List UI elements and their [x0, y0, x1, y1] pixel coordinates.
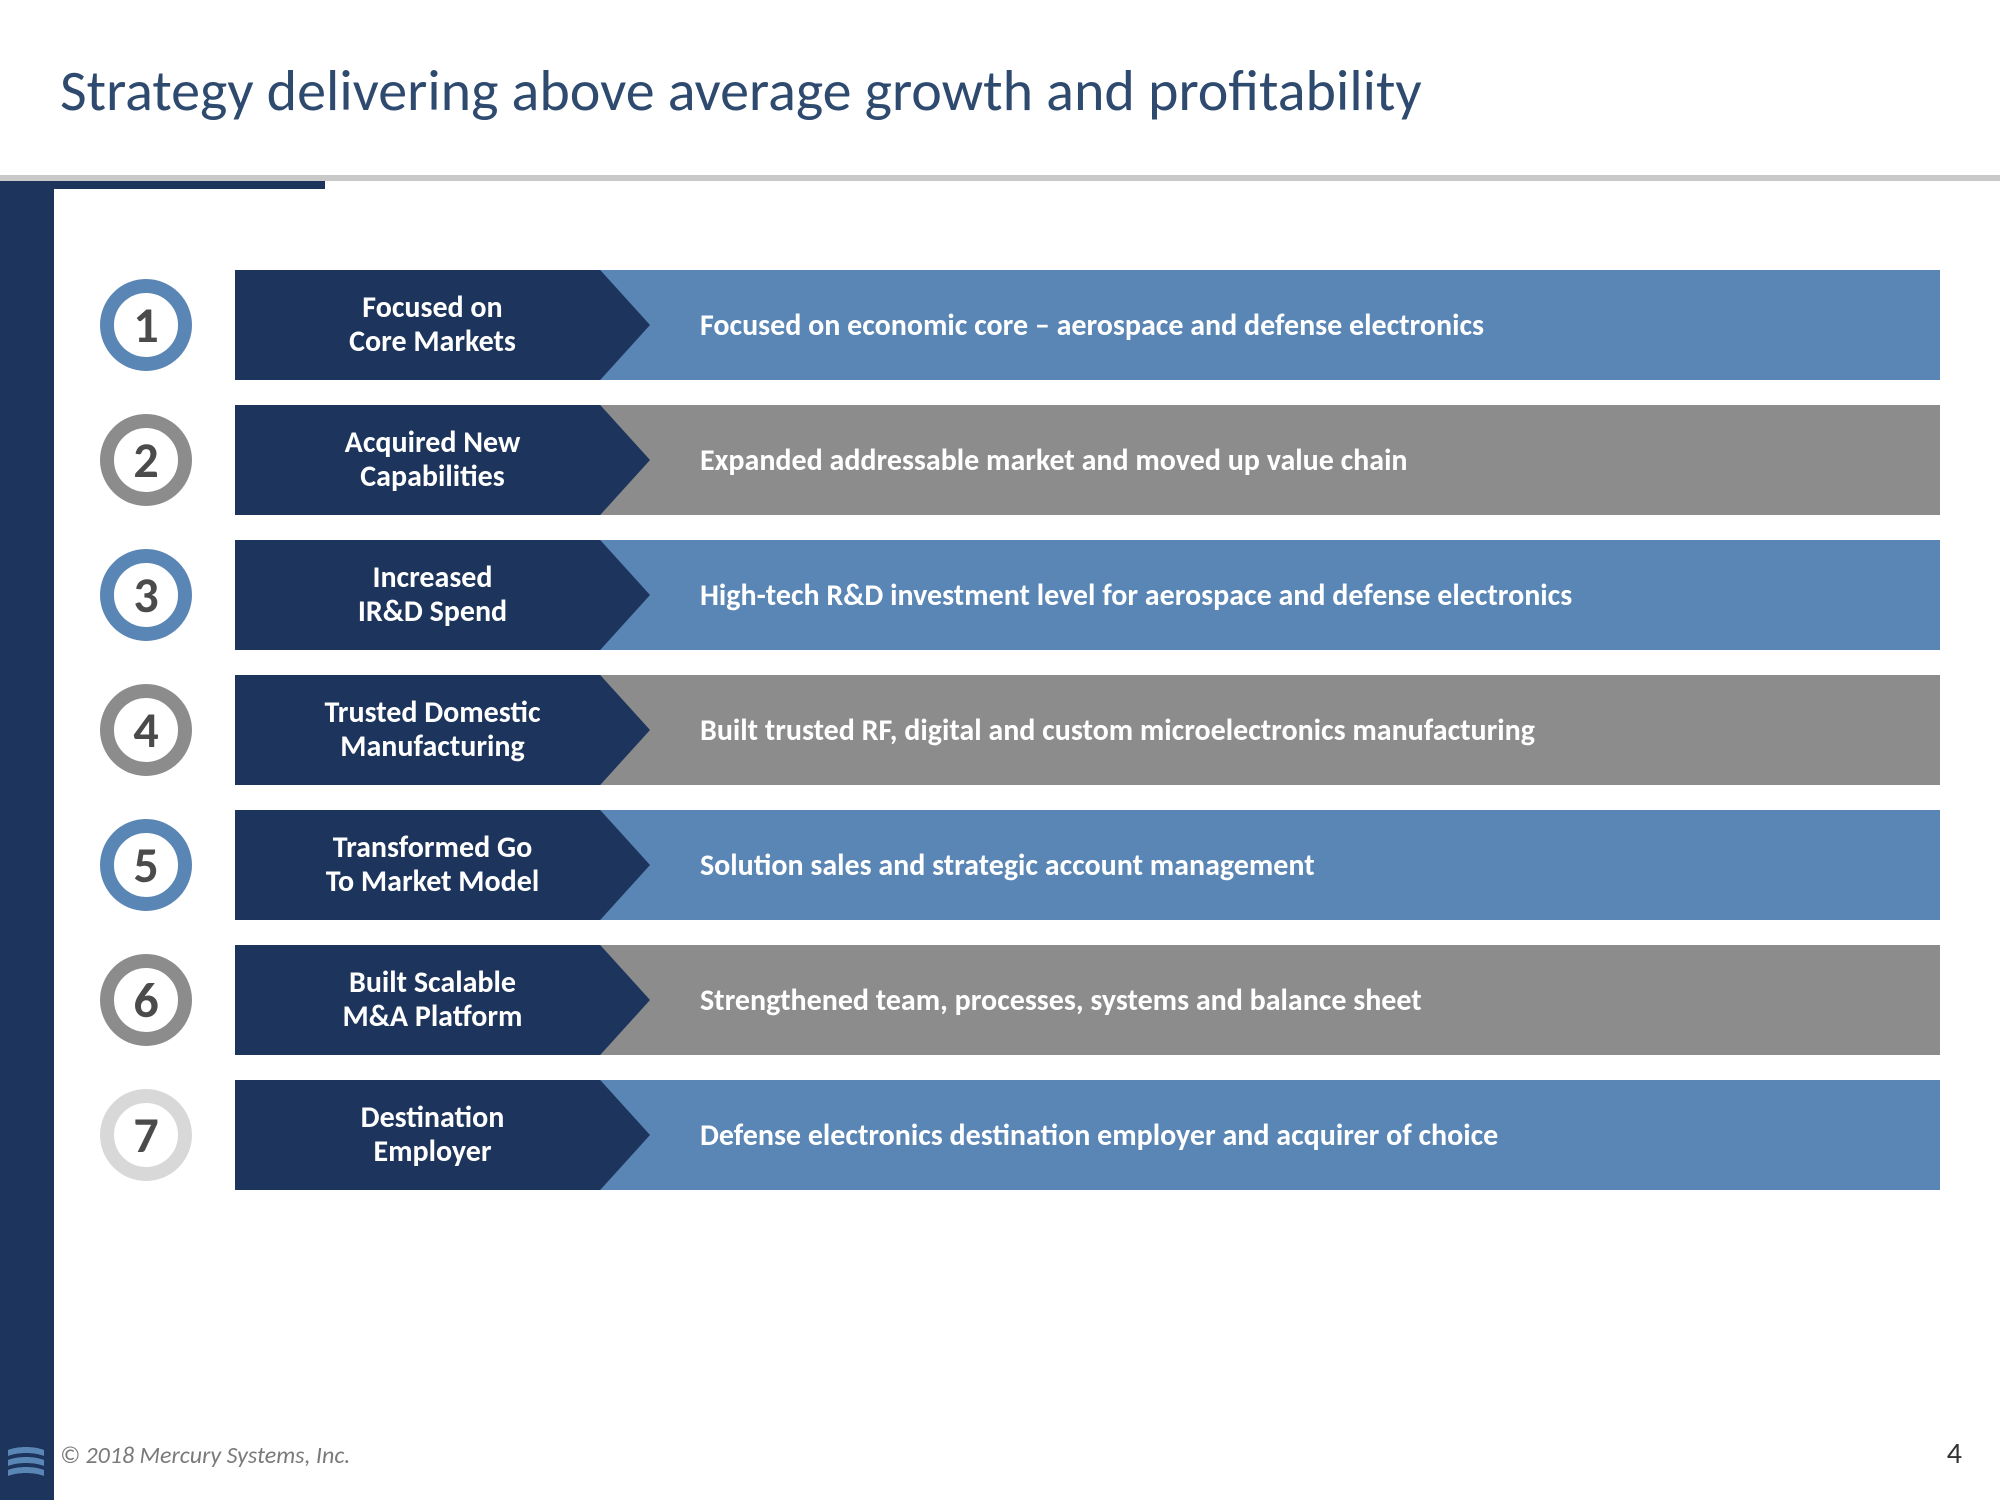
row-head-label: Destination Employer [361, 1101, 505, 1170]
row-arrowhead: Acquired New Capabilities [235, 405, 650, 515]
row-number: 3 [133, 565, 158, 626]
row-body-text: Focused on economic core – aerospace and… [700, 307, 1484, 344]
row-body-text: High-tech R&D investment level for aeros… [700, 577, 1572, 614]
row-number: 1 [133, 295, 158, 356]
row-number: 7 [133, 1105, 158, 1166]
row-head-label: Acquired New Capabilities [345, 426, 521, 495]
row-number-badge: 5 [100, 819, 192, 911]
row-number-badge: 1 [100, 279, 192, 371]
slide: Strategy delivering above average growth… [0, 0, 2000, 1500]
row-head-label: Transformed Go To Market Model [326, 831, 539, 900]
row-number-badge: 7 [100, 1089, 192, 1181]
strategy-row: Defense electronics destination employer… [100, 1080, 1940, 1190]
row-number-badge: 6 [100, 954, 192, 1046]
strategy-row: Built trusted RF, digital and custom mic… [100, 675, 1940, 785]
strategy-list: Focused on economic core – aerospace and… [100, 270, 1940, 1215]
row-number: 2 [133, 430, 158, 491]
row-arrowhead: Transformed Go To Market Model [235, 810, 650, 920]
row-head-label: Trusted Domestic Manufacturing [324, 696, 540, 765]
row-number-badge: 2 [100, 414, 192, 506]
strategy-row: High-tech R&D investment level for aeros… [100, 540, 1940, 650]
logo-icon [6, 1442, 46, 1482]
row-head-label: Increased IR&D Spend [358, 561, 507, 630]
side-strip [0, 189, 54, 1500]
row-number: 5 [133, 835, 158, 896]
page-title: Strategy delivering above average growth… [60, 55, 1422, 126]
row-arrowhead: Increased IR&D Spend [235, 540, 650, 650]
row-body-text: Built trusted RF, digital and custom mic… [700, 712, 1535, 749]
row-arrowhead: Focused on Core Markets [235, 270, 650, 380]
row-number: 4 [133, 700, 158, 761]
divider-blue [0, 181, 325, 189]
row-arrowhead: Destination Employer [235, 1080, 650, 1190]
row-arrowhead: Built Scalable M&A Platform [235, 945, 650, 1055]
strategy-row: Expanded addressable market and moved up… [100, 405, 1940, 515]
row-number-badge: 4 [100, 684, 192, 776]
strategy-row: Strengthened team, processes, systems an… [100, 945, 1940, 1055]
row-number: 6 [133, 970, 158, 1031]
copyright: © 2018 Mercury Systems, Inc. [60, 1441, 350, 1470]
row-body-text: Defense electronics destination employer… [700, 1117, 1498, 1154]
row-number-badge: 3 [100, 549, 192, 641]
strategy-row: Focused on economic core – aerospace and… [100, 270, 1940, 380]
row-head-label: Built Scalable M&A Platform [343, 966, 523, 1035]
strategy-row: Solution sales and strategic account man… [100, 810, 1940, 920]
row-body-text: Expanded addressable market and moved up… [700, 442, 1408, 479]
row-head-label: Focused on Core Markets [349, 291, 516, 360]
row-arrowhead: Trusted Domestic Manufacturing [235, 675, 650, 785]
row-body-text: Strengthened team, processes, systems an… [700, 982, 1422, 1019]
page-number: 4 [1947, 1435, 1962, 1472]
row-body-text: Solution sales and strategic account man… [700, 847, 1315, 884]
